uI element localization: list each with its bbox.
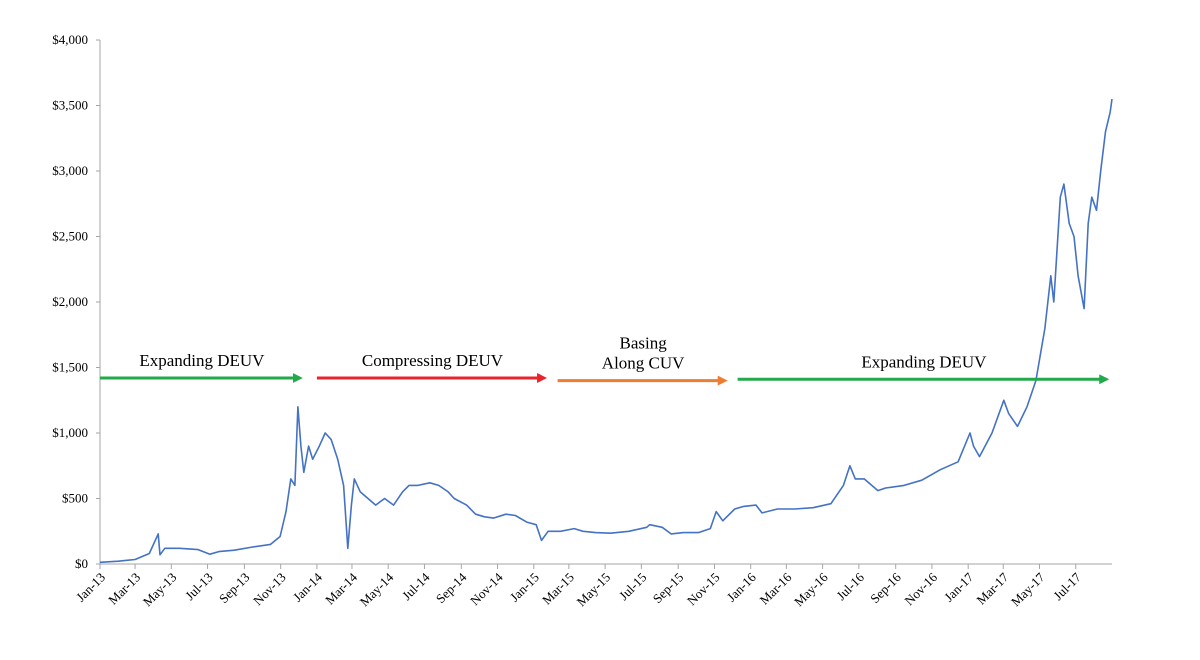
x-tick-label: Jan-17 [941,569,976,604]
x-tick-label: Nov-16 [901,569,940,608]
y-tick-label: $2,500 [52,229,88,244]
x-tick-label: Jan-13 [73,570,108,605]
x-tick-label: Sep-15 [650,570,687,607]
y-tick-label: $0 [75,556,88,571]
x-tick-label: Mar-13 [105,570,143,608]
x-tick-label: Jul-17 [1050,569,1084,603]
x-tick-label: Sep-16 [867,569,904,606]
x-tick-label: Mar-16 [756,569,794,607]
x-tick-label: Nov-14 [467,569,506,608]
annotation-layer: Expanding DEUV Compressing DEUV BasingAlon… [100,334,1110,386]
x-tick-label: May-14 [357,569,397,609]
y-tick-label: $500 [62,491,88,506]
y-tick-label: $3,500 [52,98,88,113]
y-tick-label: $3,000 [52,163,88,178]
y-axis: $0 $500 $1,000 $1,500 $2,000 $2,500 $3,000 $3,5… [52,32,101,571]
y-tick-label: $1,500 [52,360,88,375]
y-tick-label: $4,000 [52,32,88,47]
x-tick-label: Nov-15 [684,570,723,609]
x-tick-label: May-13 [140,570,180,610]
x-tick-label: Jan-14 [290,569,325,604]
x-tick-label: Jan-15 [507,570,542,605]
x-tick-label: Sep-14 [433,569,470,606]
annotation-label: Expanding DEUV [139,351,265,370]
x-tick-label: Jul-14 [399,569,433,603]
x-tick-label: Jan-16 [724,569,759,604]
x-tick-label: Nov-13 [250,570,289,609]
x-tick-label: Jul-16 [833,569,867,603]
y-tick-label: $2,000 [52,294,88,309]
annotation-label: Expanding DEUV [861,352,987,371]
x-tick-label: Jul-15 [616,570,650,604]
annotation-label: Basing [620,334,668,353]
x-tick-label: Jul-13 [182,570,216,604]
x-tick-label: Mar-17 [973,569,1011,607]
x-tick-label: May-15 [574,570,614,610]
x-tick-label: Mar-14 [322,569,360,607]
series-layer [99,98,1113,564]
series-line [99,98,1113,564]
x-tick-label: Sep-13 [216,570,253,607]
x-tick-label: Mar-15 [539,570,577,608]
y-tick-label: $1,000 [52,425,88,440]
annotation-label: Along CUV [602,354,685,373]
annotation-label: Compressing DEUV [362,351,504,370]
x-tick-label: May-17 [1008,569,1048,609]
x-tick-label: May-16 [791,569,831,609]
